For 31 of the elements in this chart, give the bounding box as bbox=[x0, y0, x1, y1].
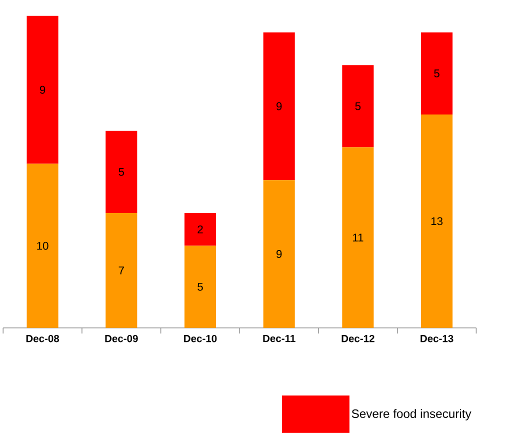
bar bbox=[263, 32, 295, 180]
bar bbox=[26, 164, 58, 328]
x-tick-label: Dec-09 bbox=[105, 335, 138, 342]
bar bbox=[106, 213, 138, 328]
data-label: 9 bbox=[276, 102, 282, 110]
data-label: 5 bbox=[198, 283, 203, 291]
data-label: 10 bbox=[37, 242, 48, 250]
bar bbox=[342, 147, 374, 328]
data-label: 9 bbox=[40, 86, 46, 94]
bar bbox=[184, 213, 216, 246]
bar bbox=[263, 180, 295, 328]
data-label: 13 bbox=[431, 217, 443, 226]
x-tick-label: Dec-11 bbox=[263, 335, 296, 342]
bar bbox=[421, 114, 453, 328]
bar bbox=[26, 16, 58, 164]
data-label: 5 bbox=[434, 70, 440, 78]
x-tick-label: Dec-13 bbox=[420, 335, 454, 342]
bar bbox=[106, 130, 138, 214]
text: Severe food insecurity bbox=[352, 409, 472, 420]
data-label: 5 bbox=[118, 168, 124, 176]
data-label: 9 bbox=[276, 250, 282, 258]
data-label: 11 bbox=[352, 234, 364, 242]
bar bbox=[342, 65, 374, 148]
bar bbox=[421, 32, 453, 115]
x-tick-label: Dec-08 bbox=[26, 335, 60, 342]
data-label: 2 bbox=[198, 226, 203, 234]
data-label: 5 bbox=[355, 102, 361, 110]
bar bbox=[184, 246, 216, 328]
x-tick-label: Dec-10 bbox=[184, 335, 217, 342]
data-label: 7 bbox=[118, 266, 124, 274]
x-tick-label: Dec-12 bbox=[342, 335, 374, 342]
